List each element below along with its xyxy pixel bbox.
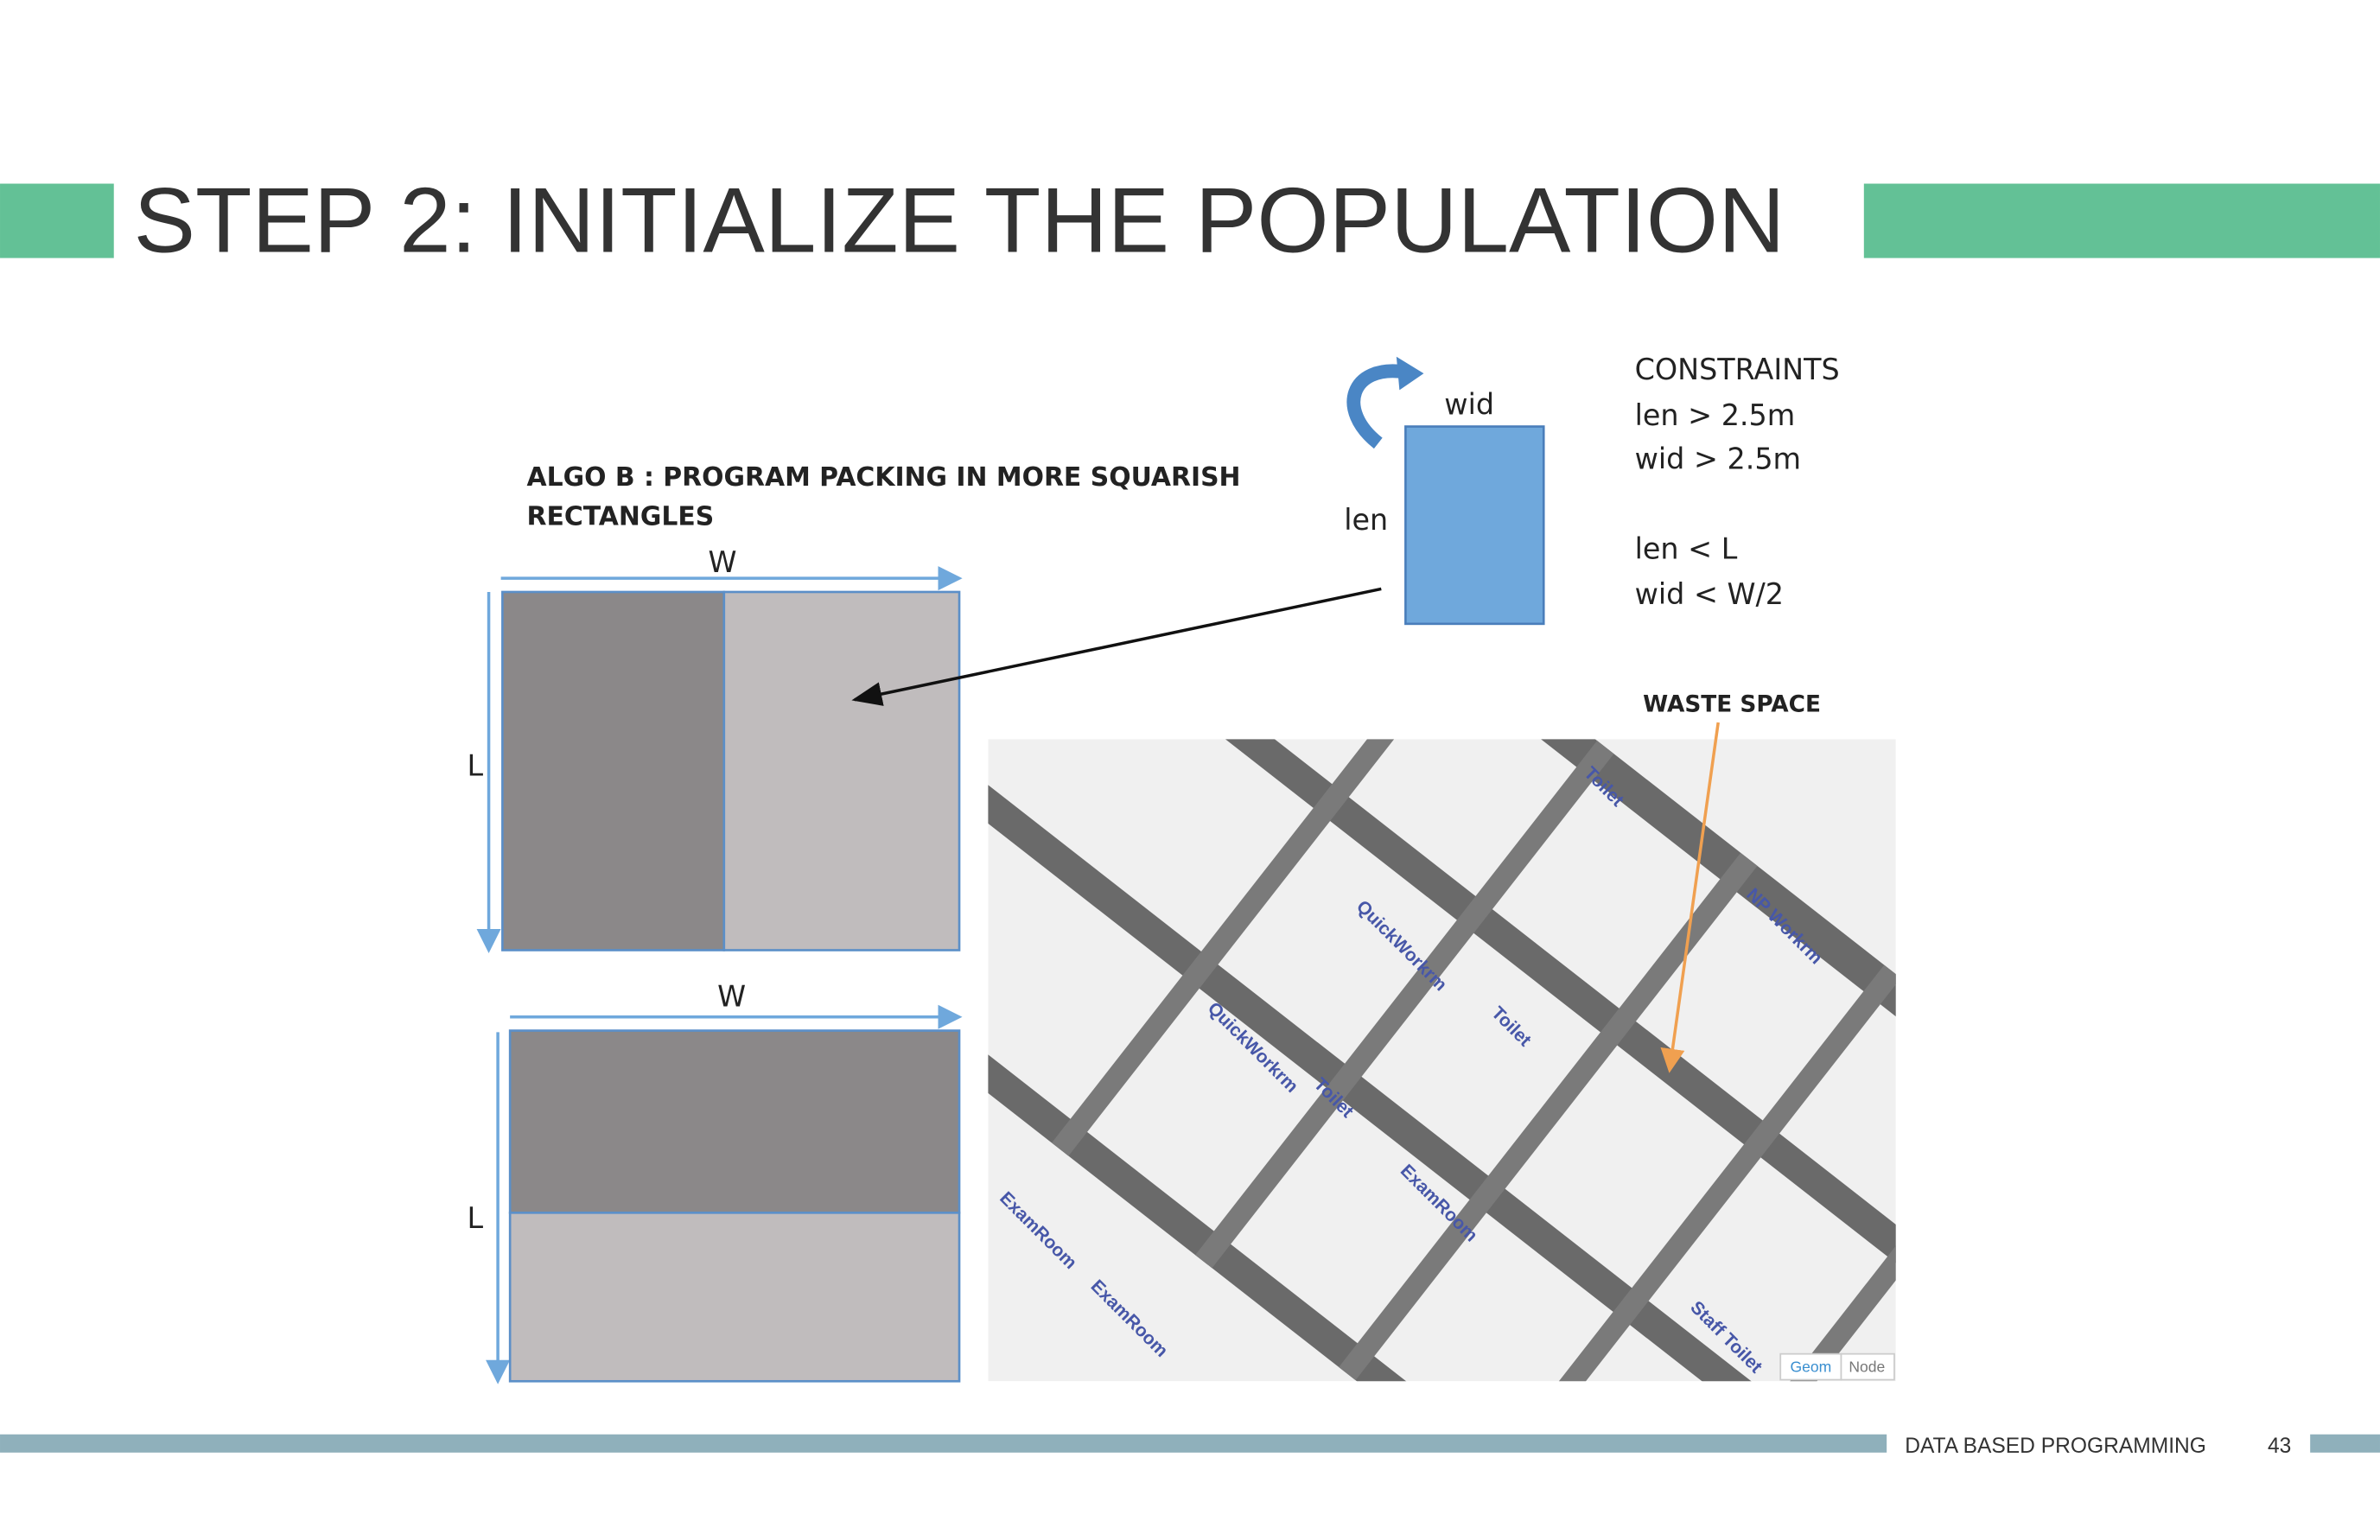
constraints-title: CONSTRAINTS [1635, 353, 1840, 386]
title: STEP 2: INITIALIZE THE POPULATION [134, 169, 1785, 272]
footer-bar [0, 1434, 1887, 1453]
block-dark [501, 590, 726, 951]
constraint: wid < W/2 [1635, 577, 1784, 611]
block-light [722, 590, 961, 951]
block-dark [508, 1029, 961, 1214]
constraint: len > 2.5m [1635, 398, 1796, 432]
constraint: len < L [1635, 531, 1738, 565]
w-label: W [709, 545, 737, 579]
title-bar-left [0, 183, 114, 258]
block-light [508, 1212, 961, 1383]
footer-bar [2310, 1434, 2380, 1453]
waste-label: WASTE SPACE [1643, 692, 1821, 718]
pointer-arrow [851, 587, 1382, 706]
waste-arrow [1660, 722, 1720, 1073]
program-rect [1404, 425, 1545, 626]
node-label[interactable]: Node [1849, 1359, 1885, 1376]
l-label: L [467, 748, 483, 782]
node-button[interactable] [1840, 1352, 1895, 1381]
title-bar-right [1863, 183, 2380, 258]
geom-button[interactable] [1779, 1352, 1842, 1381]
l-label: L [467, 1201, 483, 1235]
w-label: W [717, 979, 746, 1013]
page-number: 43 [2268, 1435, 2291, 1458]
constraint: wid > 2.5m [1635, 442, 1801, 476]
algo-title: ALGO B : PROGRAM PACKING IN MORE SQUARIS… [526, 462, 1240, 493]
len-label: len [1344, 503, 1388, 537]
footer-text: DATA BASED PROGRAMMING [1905, 1435, 2206, 1458]
rotate-arrow-head [1396, 356, 1424, 391]
wid-label: wid [1444, 387, 1494, 421]
rotate-arrow [1346, 364, 1405, 449]
geom-label[interactable]: Geom [1790, 1359, 1831, 1376]
rooms [988, 739, 1896, 1382]
algo-title: RECTANGLES [526, 502, 714, 532]
